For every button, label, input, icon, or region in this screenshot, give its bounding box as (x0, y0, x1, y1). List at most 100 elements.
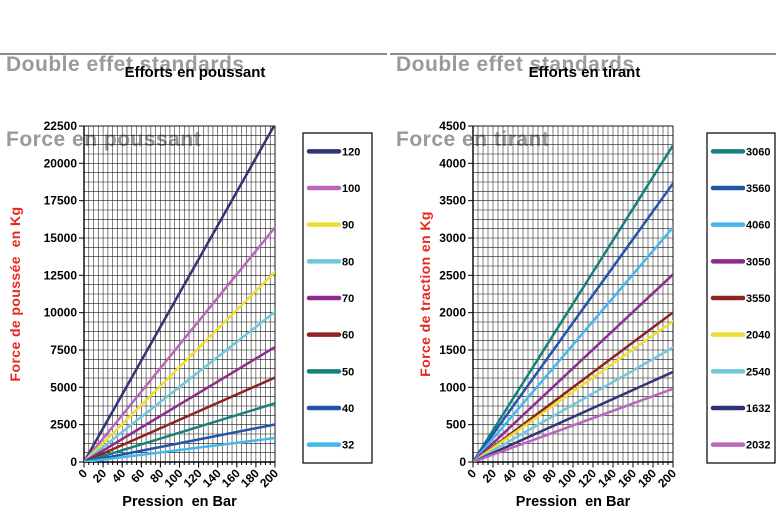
x-axis-title: Pression en Bar (516, 494, 631, 510)
y-tick-label: 2000 (439, 306, 466, 320)
series-line-4060 (473, 226, 673, 462)
header-line2: Force en tirant (396, 128, 550, 151)
legend-label: 3550 (746, 293, 770, 305)
y-tick-label: 17500 (44, 194, 78, 208)
legend-label: 2032 (746, 440, 770, 452)
legend-label: 3560 (746, 183, 770, 195)
legend-label: 4060 (746, 220, 770, 232)
y-tick-label: 7500 (50, 343, 77, 357)
series-lines (473, 144, 673, 462)
x-tick-label: 200 (257, 466, 281, 490)
header-line2: Force en poussant (6, 128, 202, 151)
legend-item-2540: 2540 (710, 366, 770, 378)
legend-label: 100 (342, 183, 360, 195)
header-divider (390, 53, 776, 55)
panel-force-en-poussant: Double effet standards Force en poussant… (0, 2, 390, 510)
legend-label: 120 (342, 146, 360, 158)
y-tick-label: 500 (446, 418, 466, 432)
y-tick-labels: 0 2500 5000 7500 10000 12500 15000 17500 20000 22… (44, 119, 78, 469)
legend-item-120: 120 (306, 146, 360, 158)
series-line-70 (84, 345, 275, 462)
series-line-2032 (473, 387, 673, 462)
y-axis-title: Force de traction en Kg (417, 211, 433, 377)
y-tick-label: 1000 (439, 380, 466, 394)
push-force-line-chart: 0 2500 5000 7500 10000 12500 15000 17500 20000 22… (7, 119, 373, 510)
x-tick-label: 0 (464, 466, 479, 481)
legend-label: 3050 (746, 256, 770, 268)
x-tick-label: 200 (655, 466, 679, 490)
series-line-2040 (473, 320, 673, 462)
legend-item-3560: 3560 (710, 183, 770, 195)
y-tick-label: 2500 (50, 418, 77, 432)
y-tick-label: 1500 (439, 343, 466, 357)
y-tick-label: 10000 (44, 306, 78, 320)
y-tick-label: 4500 (439, 119, 466, 133)
y-tick-label: 0 (70, 455, 77, 469)
legend-item-4060: 4060 (710, 220, 770, 232)
panel-header: Double effet standards Force en poussant (6, 2, 390, 202)
legend-item-100: 100 (306, 183, 360, 195)
header-divider (0, 53, 387, 55)
series-line-40 (84, 423, 275, 462)
x-tick-label: 120 (575, 466, 599, 490)
series-lines (84, 126, 275, 462)
y-tick-label: 12500 (44, 268, 78, 282)
legend-label: 40 (342, 403, 354, 415)
legend-item-80: 80 (306, 256, 354, 268)
legend-item-70: 70 (306, 293, 354, 305)
series-line-3050 (473, 273, 673, 462)
series-line-2540 (473, 346, 673, 462)
legend-label: 50 (342, 366, 354, 378)
legend-label: 2040 (746, 330, 770, 342)
legend-item-90: 90 (306, 220, 354, 232)
legend-item-60: 60 (306, 330, 354, 342)
y-axis-title: Force de poussée en Kg (7, 207, 23, 382)
legend-item-1632: 1632 (710, 403, 770, 415)
legend-label: 2540 (746, 366, 770, 378)
series-line-100 (84, 226, 275, 462)
series-line-60 (84, 376, 275, 462)
chart-title-push: Efforts en poussant (124, 64, 266, 81)
x-tick-label: 0 (75, 466, 90, 481)
x-tick-label: 60 (520, 466, 540, 486)
legend-label: 3060 (746, 146, 770, 158)
legend-label: 90 (342, 220, 354, 232)
legend-item-2040: 2040 (710, 330, 770, 342)
y-tick-label: 15000 (44, 231, 78, 245)
x-tick-label: 40 (109, 466, 129, 486)
y-tick-label: 0 (459, 455, 466, 469)
series-line-50 (84, 402, 275, 462)
y-tick-labels: 0 500 1000 1500 2000 2500 3000 3500 4000 4500 (439, 119, 466, 469)
legend: 120 100 90 80 70 60 50 40 32 (302, 132, 373, 464)
header-line1: Double effet standards (6, 53, 245, 76)
y-tick-label: 4000 (439, 156, 466, 170)
y-tick-label: 5000 (50, 380, 77, 394)
series-line-32 (84, 436, 275, 462)
legend-item-3050: 3050 (710, 256, 770, 268)
grid (473, 126, 673, 462)
legend-label: 60 (342, 330, 354, 342)
series-line-80 (84, 310, 275, 462)
legend-label: 80 (342, 256, 354, 268)
header-line1: Double effet standards (396, 53, 635, 76)
y-tick-label: 3000 (439, 231, 466, 245)
axis-ticks (79, 125, 276, 468)
x-axis-title: Pression en Bar (122, 494, 237, 510)
series-line-90 (84, 270, 275, 462)
legend-item-2032: 2032 (710, 440, 770, 452)
legend-item-50: 50 (306, 366, 354, 378)
legend-item-32: 32 (306, 440, 354, 452)
series-line-120 (84, 126, 275, 462)
series-line-3560 (473, 182, 673, 462)
y-tick-label: 22500 (44, 119, 78, 133)
series-line-1632 (473, 370, 673, 462)
legend-item-3060: 3060 (710, 146, 770, 158)
y-tick-label: 3500 (439, 194, 466, 208)
y-tick-label: 20000 (44, 156, 78, 170)
axis-ticks (468, 125, 674, 468)
x-tick-label: 100 (555, 466, 579, 490)
